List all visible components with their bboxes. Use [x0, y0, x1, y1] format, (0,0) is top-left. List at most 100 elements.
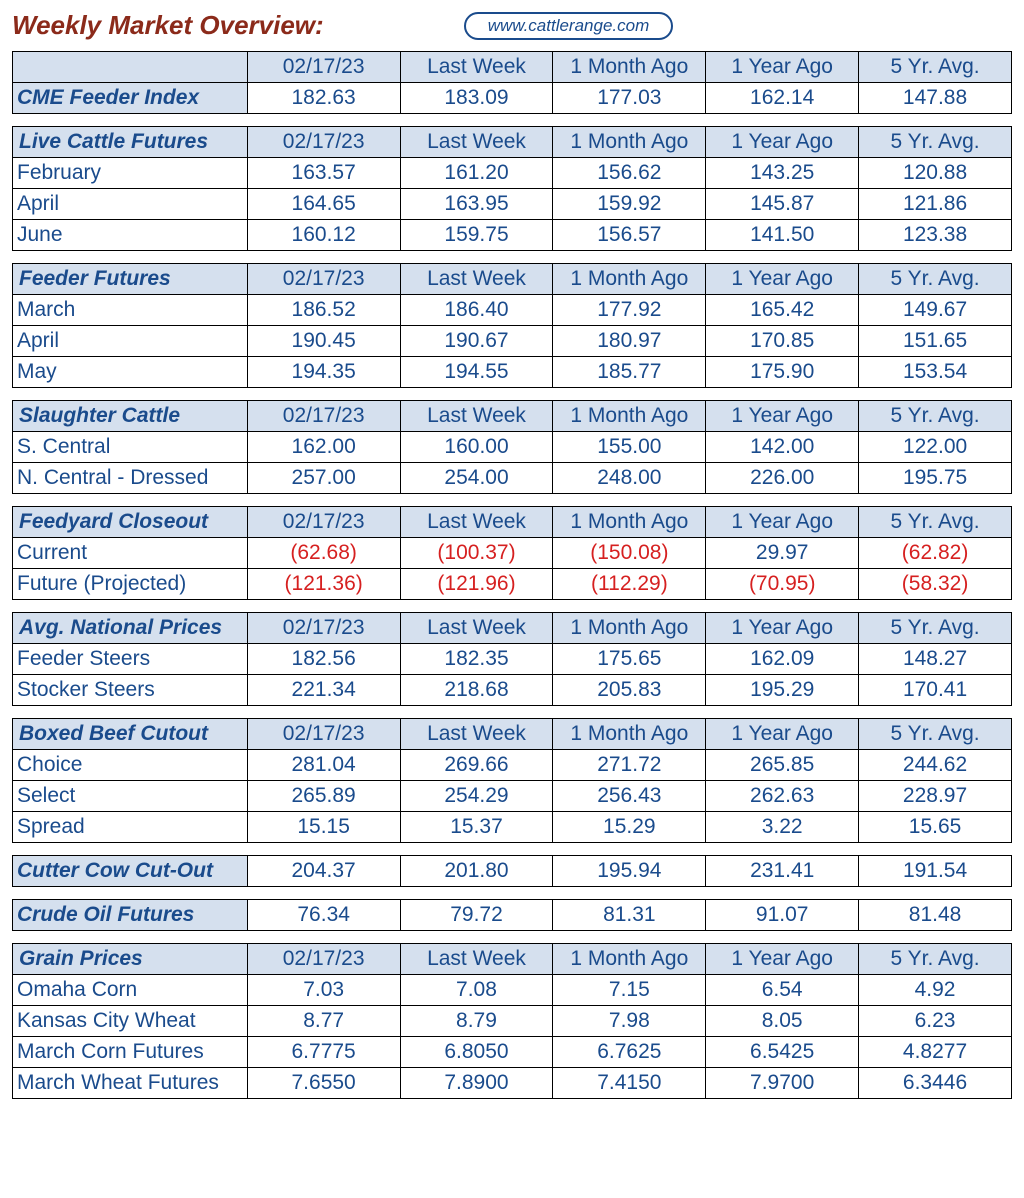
cell-value: 195.29 — [706, 675, 859, 706]
cell-value: 6.23 — [859, 1006, 1012, 1037]
table-row: N. Central - Dressed257.00254.00248.0022… — [13, 463, 1012, 494]
cell-value: 190.45 — [247, 326, 400, 357]
cell-value: 195.75 — [859, 463, 1012, 494]
market-section-table: Cutter Cow Cut-Out204.37201.80195.94231.… — [12, 855, 1012, 887]
cell-value: (112.29) — [553, 569, 706, 600]
table-row: Spread15.1515.3715.293.2215.65 — [13, 812, 1012, 843]
table-row: Choice281.04269.66271.72265.85244.62 — [13, 750, 1012, 781]
cell-value: 205.83 — [553, 675, 706, 706]
cell-value: 4.92 — [859, 975, 1012, 1006]
section-label: Feeder Futures — [13, 264, 248, 295]
cell-value: 161.20 — [400, 158, 553, 189]
row-label: Feeder Steers — [13, 644, 248, 675]
cell-value: 153.54 — [859, 357, 1012, 388]
cell-value: 3.22 — [706, 812, 859, 843]
column-header: 02/17/23 — [247, 613, 400, 644]
market-section-table: Avg. National Prices02/17/23Last Week1 M… — [12, 612, 1012, 706]
cell-value: 256.43 — [553, 781, 706, 812]
column-header: Last Week — [400, 613, 553, 644]
cell-value: 164.65 — [247, 189, 400, 220]
table-row: Current(62.68)(100.37)(150.08)29.97(62.8… — [13, 538, 1012, 569]
table-row: May194.35194.55185.77175.90153.54 — [13, 357, 1012, 388]
table-row: Select265.89254.29256.43262.63228.97 — [13, 781, 1012, 812]
cell-value: 159.92 — [553, 189, 706, 220]
cell-value: 120.88 — [859, 158, 1012, 189]
table-row: March Wheat Futures7.65507.89007.41507.9… — [13, 1068, 1012, 1099]
column-header: 02/17/23 — [247, 52, 400, 83]
column-header: 5 Yr. Avg. — [859, 401, 1012, 432]
section-header-row: Feedyard Closeout02/17/23Last Week1 Mont… — [13, 507, 1012, 538]
column-header: 02/17/23 — [247, 719, 400, 750]
cell-value: 254.00 — [400, 463, 553, 494]
cell-value: 182.56 — [247, 644, 400, 675]
cell-value: 162.14 — [706, 83, 859, 114]
cell-value: 7.98 — [553, 1006, 706, 1037]
column-header: 1 Month Ago — [553, 264, 706, 295]
column-header: 1 Year Ago — [706, 264, 859, 295]
column-header: 1 Month Ago — [553, 507, 706, 538]
table-row: Feeder Steers182.56182.35175.65162.09148… — [13, 644, 1012, 675]
cell-value: 177.03 — [553, 83, 706, 114]
row-label: April — [13, 326, 248, 357]
table-row: Cutter Cow Cut-Out204.37201.80195.94231.… — [13, 856, 1012, 887]
cell-value: 29.97 — [706, 538, 859, 569]
column-header: Last Week — [400, 127, 553, 158]
table-row: Omaha Corn7.037.087.156.544.92 — [13, 975, 1012, 1006]
cell-value: 160.12 — [247, 220, 400, 251]
column-header: 1 Month Ago — [553, 719, 706, 750]
cell-value: 186.52 — [247, 295, 400, 326]
cell-value: 159.75 — [400, 220, 553, 251]
cell-value: 226.00 — [706, 463, 859, 494]
cell-value: 8.79 — [400, 1006, 553, 1037]
column-header: 02/17/23 — [247, 264, 400, 295]
cell-value: (58.32) — [859, 569, 1012, 600]
market-section-table: Boxed Beef Cutout02/17/23Last Week1 Mont… — [12, 718, 1012, 843]
market-section-table: Grain Prices02/17/23Last Week1 Month Ago… — [12, 943, 1012, 1099]
market-section-table: Crude Oil Futures76.3479.7281.3191.0781.… — [12, 899, 1012, 931]
cell-value: 6.5425 — [706, 1037, 859, 1068]
row-label: May — [13, 357, 248, 388]
row-label: Crude Oil Futures — [13, 900, 248, 931]
column-header: 5 Yr. Avg. — [859, 507, 1012, 538]
column-header: 1 Year Ago — [706, 613, 859, 644]
column-header: 1 Month Ago — [553, 944, 706, 975]
cell-value: 163.95 — [400, 189, 553, 220]
table-row: CME Feeder Index182.63183.09177.03162.14… — [13, 83, 1012, 114]
cell-value: 15.37 — [400, 812, 553, 843]
cell-value: 248.00 — [553, 463, 706, 494]
cell-value: 170.41 — [859, 675, 1012, 706]
cell-value: 147.88 — [859, 83, 1012, 114]
cell-value: (62.82) — [859, 538, 1012, 569]
row-label: Select — [13, 781, 248, 812]
row-label: Kansas City Wheat — [13, 1006, 248, 1037]
row-label: Future (Projected) — [13, 569, 248, 600]
cell-value: 7.03 — [247, 975, 400, 1006]
cell-value: 155.00 — [553, 432, 706, 463]
cell-value: 201.80 — [400, 856, 553, 887]
cell-value: 149.67 — [859, 295, 1012, 326]
section-label: Avg. National Prices — [13, 613, 248, 644]
cell-value: 254.29 — [400, 781, 553, 812]
section-header-row: Live Cattle Futures02/17/23Last Week1 Mo… — [13, 127, 1012, 158]
cell-value: (121.36) — [247, 569, 400, 600]
cell-value: 81.31 — [553, 900, 706, 931]
section-label: Slaughter Cattle — [13, 401, 248, 432]
row-label: March Corn Futures — [13, 1037, 248, 1068]
cell-value: (150.08) — [553, 538, 706, 569]
table-row: S. Central162.00160.00155.00142.00122.00 — [13, 432, 1012, 463]
cell-value: 162.00 — [247, 432, 400, 463]
section-header-row: Slaughter Cattle02/17/23Last Week1 Month… — [13, 401, 1012, 432]
cell-value: 194.55 — [400, 357, 553, 388]
table-row: Kansas City Wheat8.778.797.988.056.23 — [13, 1006, 1012, 1037]
cell-value: 81.48 — [859, 900, 1012, 931]
cell-value: 141.50 — [706, 220, 859, 251]
section-header-row: 02/17/23Last Week1 Month Ago1 Year Ago5 … — [13, 52, 1012, 83]
cell-value: 8.77 — [247, 1006, 400, 1037]
cell-value: 163.57 — [247, 158, 400, 189]
cell-value: 6.7775 — [247, 1037, 400, 1068]
column-header: Last Week — [400, 507, 553, 538]
cell-value: 145.87 — [706, 189, 859, 220]
cell-value: 195.94 — [553, 856, 706, 887]
cell-value: (62.68) — [247, 538, 400, 569]
column-header: Last Week — [400, 264, 553, 295]
